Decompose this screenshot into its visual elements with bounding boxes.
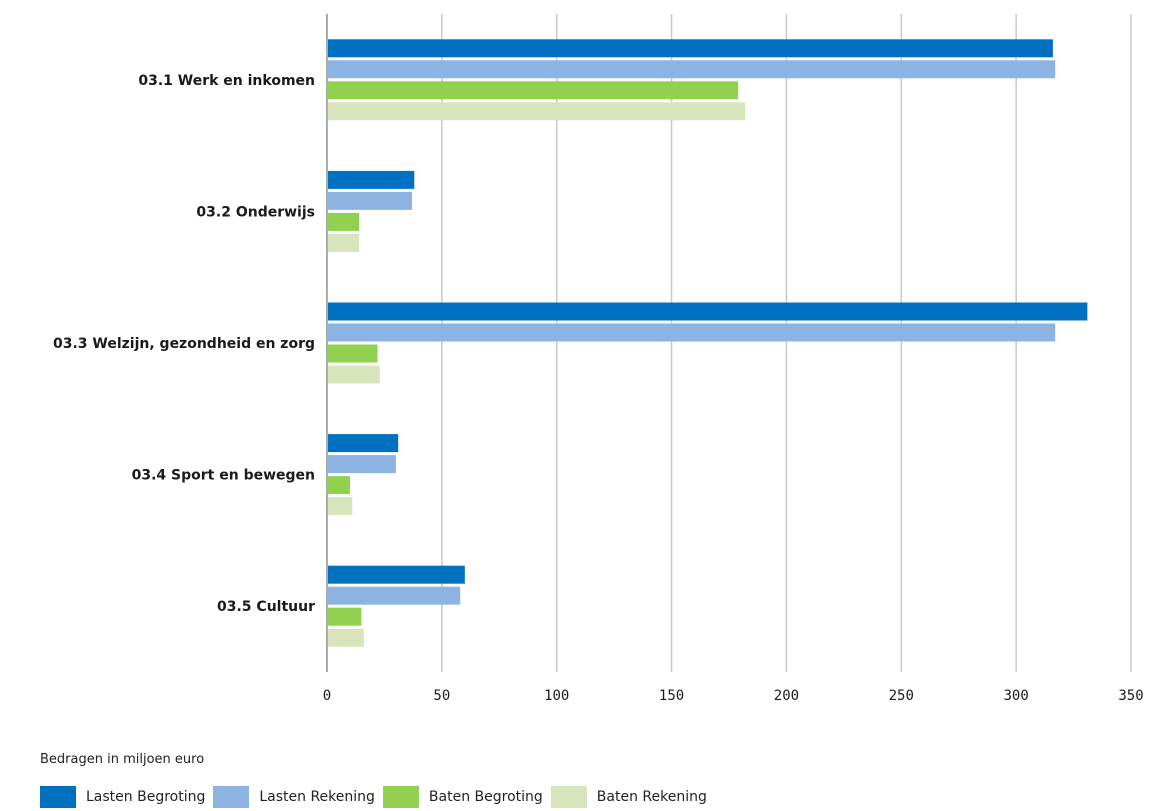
bar [328,565,465,584]
x-tick-label: 350 [1118,688,1143,704]
x-tick-label: 150 [659,688,684,704]
bar [328,39,1053,58]
bar-chart: 03.1 Werk en inkomen 03.2 Onderwijs 03.3 W… [53,14,1144,704]
bars [328,39,1088,647]
category-label: 03.3 Welzijn, gezondheid en zorg [53,336,315,352]
category-label: 03.2 Onderwijs [196,204,315,220]
bar [328,212,360,231]
bar [328,302,1088,321]
legend-label: Lasten Begroting [86,789,206,805]
x-tick-label: 0 [323,688,331,704]
x-tick-label: 300 [1003,688,1028,704]
category-labels: 03.1 Werk en inkomen 03.2 Onderwijs 03.3 W… [53,73,315,615]
x-tick-label: 200 [774,688,799,704]
legend: Lasten Begroting Lasten Rekening Baten B… [40,786,715,808]
bar [328,233,360,252]
legend-swatch [213,786,250,808]
bar [328,586,461,605]
legend-label: Baten Rekening [596,789,707,805]
x-tick-labels: 0 50 100 150 200 250 300 350 [323,688,1144,704]
bar [328,344,378,363]
bar [328,476,350,495]
bar [328,60,1056,79]
category-label: 03.5 Cultuur [217,599,315,615]
legend-swatch [382,786,419,808]
bar [328,323,1056,342]
bar [328,170,415,189]
bar [328,434,399,453]
legend-swatch [40,786,76,808]
bar [328,191,412,210]
legend-label: Lasten Rekening [259,789,375,805]
grid-lines [326,14,1132,672]
bar [328,628,364,647]
x-tick-label: 250 [889,688,914,704]
bar [328,102,746,121]
category-label: 03.4 Sport en bewegen [132,468,315,484]
bar [328,365,380,384]
bar [328,497,353,516]
bar [328,81,739,100]
x-tick-label: 100 [544,688,569,704]
legend-item: Lasten Begroting [40,786,205,808]
legend-swatch [550,786,587,808]
legend-label: Baten Begroting [428,789,543,805]
category-label: 03.1 Werk en inkomen [138,73,315,89]
bar [328,607,362,626]
bar [328,455,396,474]
x-tick-label: 50 [433,688,450,704]
legend-item: Lasten Rekening [213,786,375,808]
legend-item: Baten Rekening [550,786,707,808]
unit-note: Bedragen in miljoen euro [40,752,205,767]
legend-item: Baten Begroting [382,786,543,808]
